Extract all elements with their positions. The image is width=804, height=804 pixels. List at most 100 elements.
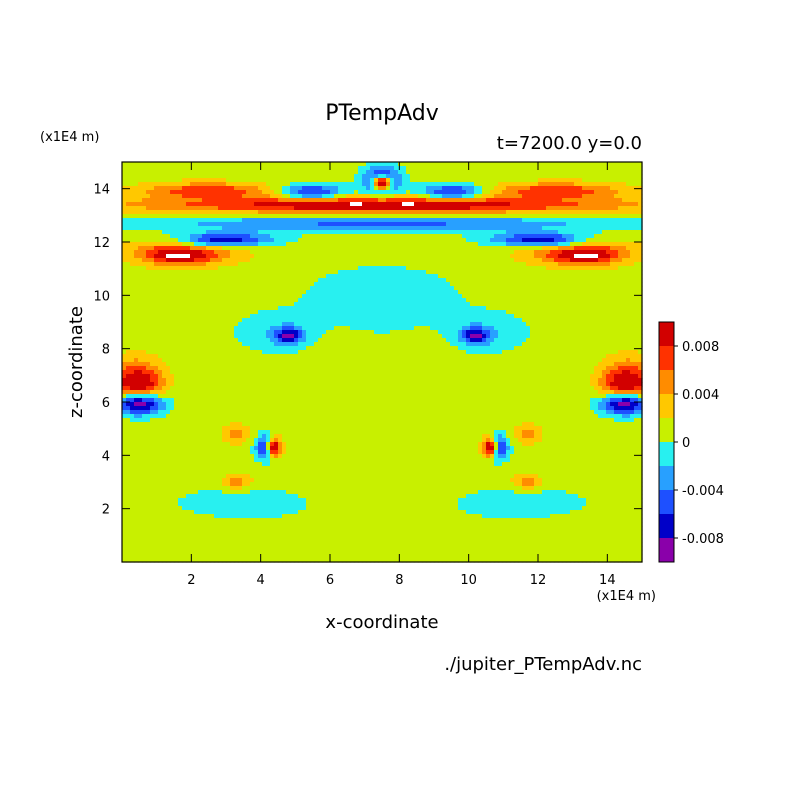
heatmap-cell bbox=[394, 198, 399, 203]
heatmap-cell bbox=[414, 166, 419, 171]
heatmap-cell bbox=[534, 186, 539, 191]
heatmap-cell bbox=[626, 190, 631, 195]
heatmap-cell bbox=[382, 274, 387, 279]
heatmap-cell bbox=[354, 238, 359, 243]
heatmap-cell bbox=[222, 222, 227, 227]
heatmap-cell bbox=[598, 298, 603, 303]
heatmap-cell bbox=[250, 198, 255, 203]
heatmap-cell bbox=[630, 166, 635, 171]
heatmap-cell bbox=[190, 162, 195, 167]
heatmap-cell bbox=[294, 202, 299, 207]
heatmap-cell bbox=[462, 302, 467, 307]
heatmap-cell bbox=[490, 174, 495, 179]
heatmap-cell bbox=[610, 254, 615, 259]
heatmap-cell bbox=[578, 190, 583, 195]
heatmap-cell bbox=[262, 202, 267, 207]
heatmap-cell bbox=[290, 242, 295, 247]
heatmap-cell bbox=[534, 262, 539, 267]
heatmap-cell bbox=[446, 166, 451, 171]
heatmap-cell bbox=[274, 282, 279, 287]
heatmap-cell bbox=[170, 266, 175, 271]
heatmap-cell bbox=[138, 274, 143, 279]
heatmap-cell bbox=[378, 230, 383, 235]
heatmap-cell bbox=[590, 166, 595, 171]
heatmap-cell bbox=[538, 162, 543, 167]
heatmap-cell bbox=[302, 246, 307, 251]
heatmap-cell bbox=[402, 230, 407, 235]
heatmap-cell bbox=[338, 202, 343, 207]
heatmap-cell bbox=[610, 214, 615, 219]
heatmap-cell bbox=[402, 194, 407, 199]
heatmap-cell bbox=[526, 258, 531, 263]
heatmap-cell bbox=[130, 278, 135, 283]
heatmap-cell bbox=[378, 170, 383, 175]
heatmap-cell bbox=[266, 294, 271, 299]
heatmap-cell bbox=[478, 266, 483, 271]
heatmap-cell bbox=[314, 258, 319, 263]
heatmap-cell bbox=[458, 178, 463, 183]
heatmap-cell bbox=[306, 238, 311, 243]
heatmap-cell bbox=[250, 314, 255, 319]
heatmap-cell bbox=[590, 278, 595, 283]
heatmap-cell bbox=[550, 206, 555, 211]
heatmap-cell bbox=[626, 210, 631, 215]
heatmap-cell bbox=[506, 270, 511, 275]
heatmap-cell bbox=[382, 258, 387, 263]
heatmap-cell bbox=[586, 306, 591, 311]
heatmap-cell bbox=[478, 238, 483, 243]
heatmap-cell bbox=[154, 202, 159, 207]
heatmap-cell bbox=[466, 226, 471, 231]
heatmap-cell bbox=[494, 286, 499, 291]
heatmap-cell bbox=[478, 210, 483, 215]
heatmap-cell bbox=[294, 302, 299, 307]
heatmap-cell bbox=[438, 242, 443, 247]
heatmap-cell bbox=[178, 306, 183, 311]
heatmap-cell bbox=[578, 266, 583, 271]
heatmap-cell bbox=[458, 218, 463, 223]
heatmap-cell bbox=[522, 282, 527, 287]
heatmap-cell bbox=[294, 266, 299, 271]
heatmap-cell bbox=[602, 182, 607, 187]
heatmap-cell bbox=[314, 298, 319, 303]
heatmap-cell bbox=[542, 274, 547, 279]
heatmap-cell bbox=[478, 202, 483, 207]
heatmap-cell bbox=[506, 174, 511, 179]
heatmap-cell bbox=[434, 274, 439, 279]
heatmap-cell bbox=[426, 258, 431, 263]
heatmap-cell bbox=[374, 242, 379, 247]
heatmap-cell bbox=[434, 238, 439, 243]
heatmap-cell bbox=[546, 262, 551, 267]
heatmap-cell bbox=[634, 210, 639, 215]
heatmap-cell bbox=[214, 206, 219, 211]
heatmap-cell bbox=[618, 210, 623, 215]
heatmap-cell bbox=[314, 190, 319, 195]
heatmap-cell bbox=[374, 214, 379, 219]
heatmap-cell bbox=[582, 306, 587, 311]
heatmap-cell bbox=[450, 182, 455, 187]
heatmap-cell bbox=[406, 170, 411, 175]
heatmap-cell bbox=[330, 302, 335, 307]
heatmap-cell bbox=[378, 266, 383, 271]
heatmap-cell bbox=[478, 182, 483, 187]
heatmap-cell bbox=[470, 262, 475, 267]
heatmap-cell bbox=[442, 306, 447, 311]
heatmap-cell bbox=[366, 202, 371, 207]
heatmap-cell bbox=[386, 298, 391, 303]
heatmap-cell bbox=[262, 242, 267, 247]
heatmap-cell bbox=[566, 290, 571, 295]
heatmap-cell bbox=[358, 250, 363, 255]
heatmap-cell bbox=[602, 218, 607, 223]
heatmap-cell bbox=[154, 170, 159, 175]
heatmap-cell bbox=[426, 282, 431, 287]
heatmap-cell bbox=[210, 310, 215, 315]
heatmap-cell bbox=[198, 266, 203, 271]
heatmap-cell bbox=[526, 290, 531, 295]
heatmap-cell bbox=[258, 214, 263, 219]
heatmap-cell bbox=[418, 174, 423, 179]
heatmap-cell bbox=[178, 286, 183, 291]
heatmap-cell bbox=[186, 314, 191, 319]
heatmap-cell bbox=[526, 234, 531, 239]
heatmap-cell bbox=[286, 230, 291, 235]
heatmap-cell bbox=[438, 182, 443, 187]
heatmap-cell bbox=[610, 266, 615, 271]
